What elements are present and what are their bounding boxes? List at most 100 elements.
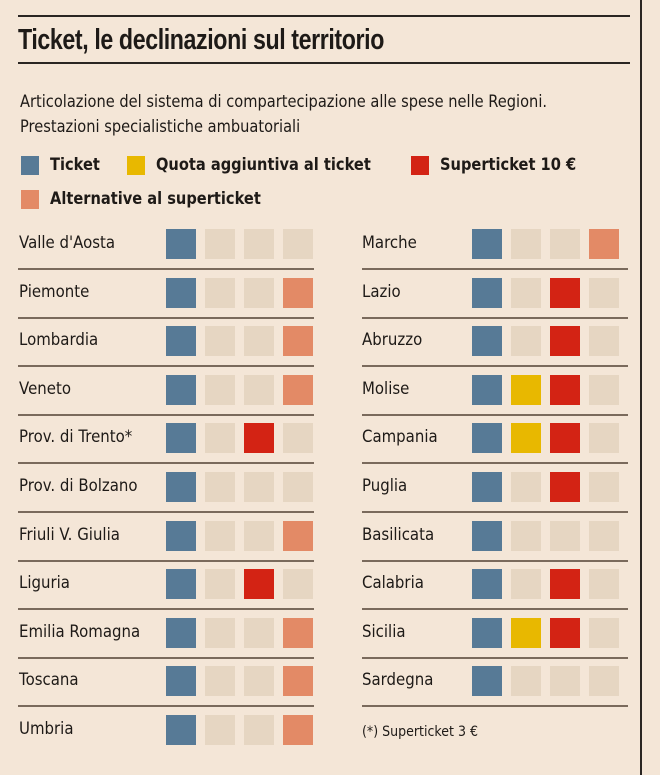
row-divider [18, 462, 314, 464]
cell-alternative [283, 618, 313, 648]
subtitle-line-2: Prestazioni specialistiche ambuatoriali [20, 117, 301, 137]
cell-alternative [589, 521, 619, 551]
legend-label: Alternative al superticket [50, 189, 261, 209]
cell-superticket [550, 666, 580, 696]
cell-ticket [166, 715, 196, 745]
top-rule [18, 15, 630, 17]
cell-superticket [550, 229, 580, 259]
region-row: Friuli V. Giulia [19, 521, 322, 551]
region-label: Piemonte [19, 282, 90, 302]
cell-quota [511, 666, 541, 696]
cell-quota [205, 326, 235, 356]
cell-superticket [550, 618, 580, 648]
cell-ticket [472, 423, 502, 453]
legend-item-ticket: Ticket [21, 155, 108, 175]
cell-ticket [166, 569, 196, 599]
cell-ticket [472, 666, 502, 696]
subtitle: Articolazione del sistema di compartecip… [20, 90, 547, 140]
region-label: Friuli V. Giulia [19, 525, 120, 545]
row-divider [18, 560, 314, 562]
cell-superticket [244, 278, 274, 308]
cell-quota [511, 229, 541, 259]
cell-quota [205, 423, 235, 453]
region-label: Campania [362, 427, 438, 447]
cell-ticket [166, 472, 196, 502]
row-divider [362, 608, 628, 610]
cell-ticket [166, 423, 196, 453]
region-row: Abruzzo [362, 326, 628, 356]
cell-alternative [589, 326, 619, 356]
cell-quota [205, 715, 235, 745]
region-label: Lombardia [19, 330, 99, 350]
region-label: Sicilia [362, 622, 406, 642]
cell-quota [511, 326, 541, 356]
legend-swatch-ticket [21, 155, 39, 175]
region-row: Toscana [19, 666, 322, 696]
cell-alternative [283, 423, 313, 453]
region-row: Veneto [19, 375, 322, 405]
region-row: Lazio [362, 278, 628, 308]
cell-alternative [283, 569, 313, 599]
cell-superticket [550, 423, 580, 453]
region-label: Marche [362, 233, 417, 253]
cell-alternative [283, 326, 313, 356]
cell-alternative [283, 375, 313, 405]
cell-alternative [589, 569, 619, 599]
row-divider [18, 365, 314, 367]
cell-alternative [283, 229, 313, 259]
region-row: Calabria [362, 569, 628, 599]
cell-superticket [244, 423, 274, 453]
row-divider [362, 705, 628, 707]
row-divider [362, 317, 628, 319]
row-divider [362, 365, 628, 367]
legend-swatch-quota [127, 155, 145, 175]
cell-alternative [589, 618, 619, 648]
chart-title: Ticket, le declinazioni sul territorio [18, 24, 384, 56]
cell-quota [511, 278, 541, 308]
cell-alternative [589, 229, 619, 259]
region-label: Lazio [362, 282, 401, 302]
footnote: (*) Superticket 3 € [362, 724, 479, 740]
row-divider [18, 414, 314, 416]
legend-label: Quota aggiuntiva al ticket [156, 155, 371, 175]
region-row: Piemonte [19, 278, 322, 308]
region-label: Puglia [362, 476, 408, 496]
region-label: Prov. di Bolzano [19, 476, 138, 496]
frame-border-right [640, 0, 642, 775]
cell-alternative [589, 375, 619, 405]
cell-quota [511, 423, 541, 453]
region-label: Valle d'Aosta [19, 233, 116, 253]
row-divider [18, 705, 314, 707]
cell-ticket [166, 521, 196, 551]
row-divider [18, 268, 314, 270]
cell-alternative [283, 715, 313, 745]
cell-alternative [283, 521, 313, 551]
legend-item-quota: Quota aggiuntiva al ticket [127, 155, 406, 175]
region-label: Liguria [19, 573, 70, 593]
region-row: Lombardia [19, 326, 322, 356]
row-divider [362, 414, 628, 416]
cell-alternative [589, 423, 619, 453]
cell-superticket [244, 666, 274, 696]
row-divider [362, 511, 628, 513]
cell-superticket [244, 326, 274, 356]
legend-label: Superticket 10 € [440, 155, 577, 175]
legend-swatch-superticket [411, 155, 429, 175]
cell-ticket [166, 375, 196, 405]
cell-superticket [244, 569, 274, 599]
region-row: Basilicata [362, 521, 628, 551]
cell-superticket [244, 521, 274, 551]
cell-ticket [166, 666, 196, 696]
region-row: Prov. di Trento* [19, 423, 322, 453]
cell-ticket [166, 229, 196, 259]
cell-ticket [472, 278, 502, 308]
row-divider [18, 608, 314, 610]
cell-quota [205, 521, 235, 551]
cell-quota [205, 666, 235, 696]
cell-quota [205, 375, 235, 405]
cell-alternative [283, 278, 313, 308]
cell-superticket [550, 326, 580, 356]
cell-alternative [283, 666, 313, 696]
legend-item-superticket: Superticket 10 € [411, 155, 598, 175]
cell-ticket [472, 472, 502, 502]
